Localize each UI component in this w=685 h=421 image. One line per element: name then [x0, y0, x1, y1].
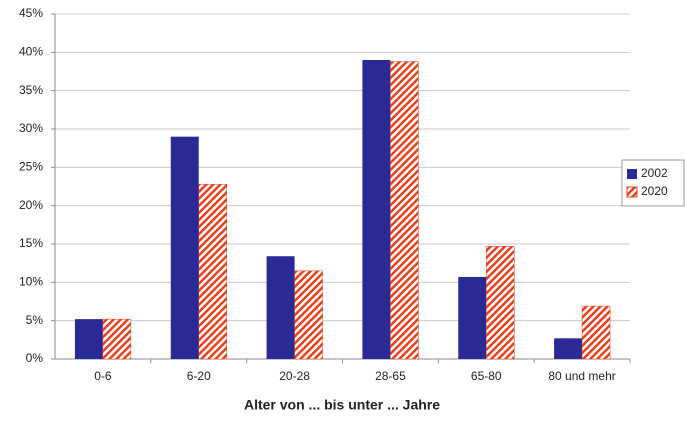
y-tick-label: 45%	[19, 6, 43, 20]
y-tick-label: 20%	[19, 198, 43, 212]
y-tick-label: 5%	[26, 313, 44, 327]
x-tick-label: 28-65	[375, 369, 406, 383]
bar	[294, 270, 323, 360]
y-tick-label: 30%	[19, 121, 43, 135]
bar	[266, 256, 295, 359]
bar	[74, 319, 103, 359]
bar	[170, 136, 199, 359]
bar	[554, 338, 583, 359]
legend-box	[621, 159, 685, 207]
bar	[458, 276, 487, 359]
bar	[102, 318, 132, 360]
legend-label: 2020	[641, 184, 668, 198]
y-tick-label: 10%	[19, 275, 43, 289]
y-tick-label: 15%	[19, 236, 43, 250]
x-tick-label: 0-6	[94, 369, 112, 383]
x-tick-label: 6-20	[187, 369, 211, 383]
x-axis-title: Alter von ... bis unter ... Jahre	[244, 397, 440, 413]
x-tick-label: 65-80	[471, 369, 502, 383]
x-tick-label: 80 und mehr	[548, 369, 615, 383]
legend-swatch	[627, 169, 637, 179]
y-tick-label: 0%	[26, 351, 44, 365]
y-tick-label: 25%	[19, 160, 43, 174]
y-tick-label: 35%	[19, 83, 43, 97]
bar	[486, 246, 515, 360]
bar	[390, 61, 419, 360]
x-tick-label: 20-28	[279, 369, 310, 383]
legend-label: 2002	[641, 166, 668, 180]
bar	[581, 305, 611, 360]
bar	[362, 60, 391, 359]
legend-swatch	[626, 186, 638, 198]
bar	[198, 183, 227, 360]
y-tick-label: 40%	[19, 45, 43, 59]
